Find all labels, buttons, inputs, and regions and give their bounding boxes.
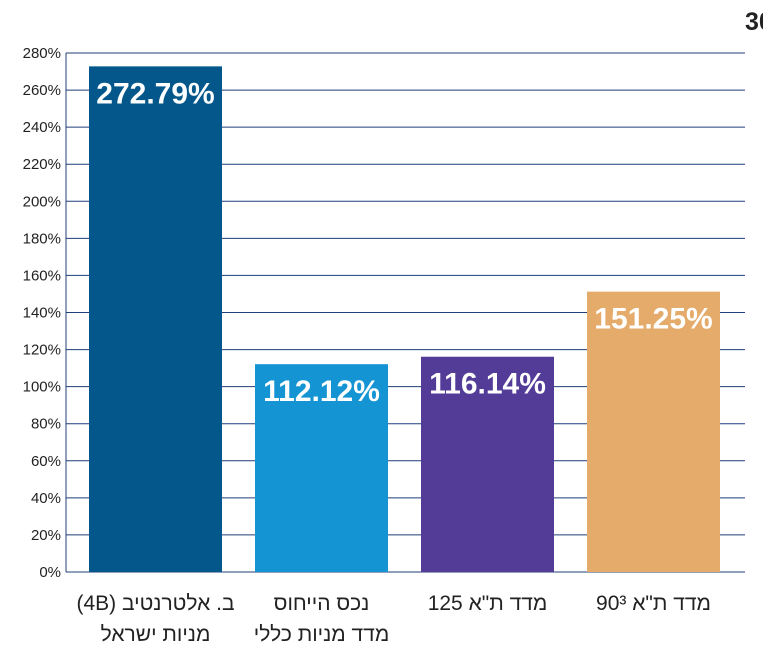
category-label: מדד ת"א 90³ [596, 592, 711, 615]
y-tick-label: 160% [23, 267, 61, 284]
y-tick-label: 220% [23, 156, 61, 173]
y-tick-label: 100% [23, 379, 61, 396]
bar-value-label: 116.14% [429, 368, 546, 401]
category-label: ב. אלטרנטיב (4B) [76, 592, 234, 615]
y-tick-label: 180% [23, 230, 61, 247]
y-tick-label: 60% [31, 453, 61, 470]
y-tick-label: 280% [23, 45, 61, 62]
category-label: מדד ת"א 125 [428, 592, 548, 615]
bar-value-label: 151.25% [594, 303, 712, 336]
category-label: נכס הייחוס [274, 592, 370, 615]
y-tick-label: 260% [23, 82, 61, 99]
bar-value-label: 112.12% [263, 375, 380, 408]
bar [255, 364, 388, 572]
y-tick-label: 40% [31, 490, 61, 507]
chart-title: מיום ההקמה* 30.12.2019-30.11.2025 [745, 8, 763, 36]
y-tick-label: 0% [39, 564, 61, 581]
y-tick-label: 240% [23, 119, 61, 136]
bar [421, 356, 554, 572]
bar [89, 66, 222, 572]
y-tick-label: 80% [31, 416, 61, 433]
bar-value-label: 272.79% [96, 77, 214, 110]
y-tick-label: 120% [23, 342, 61, 359]
category-label: מניות ישראל [101, 623, 211, 646]
y-tick-label: 140% [23, 305, 61, 322]
y-tick-label: 20% [31, 527, 61, 544]
category-label: מדד מניות כללי [254, 623, 390, 646]
y-tick-label: 200% [23, 193, 61, 210]
bar [587, 291, 720, 572]
